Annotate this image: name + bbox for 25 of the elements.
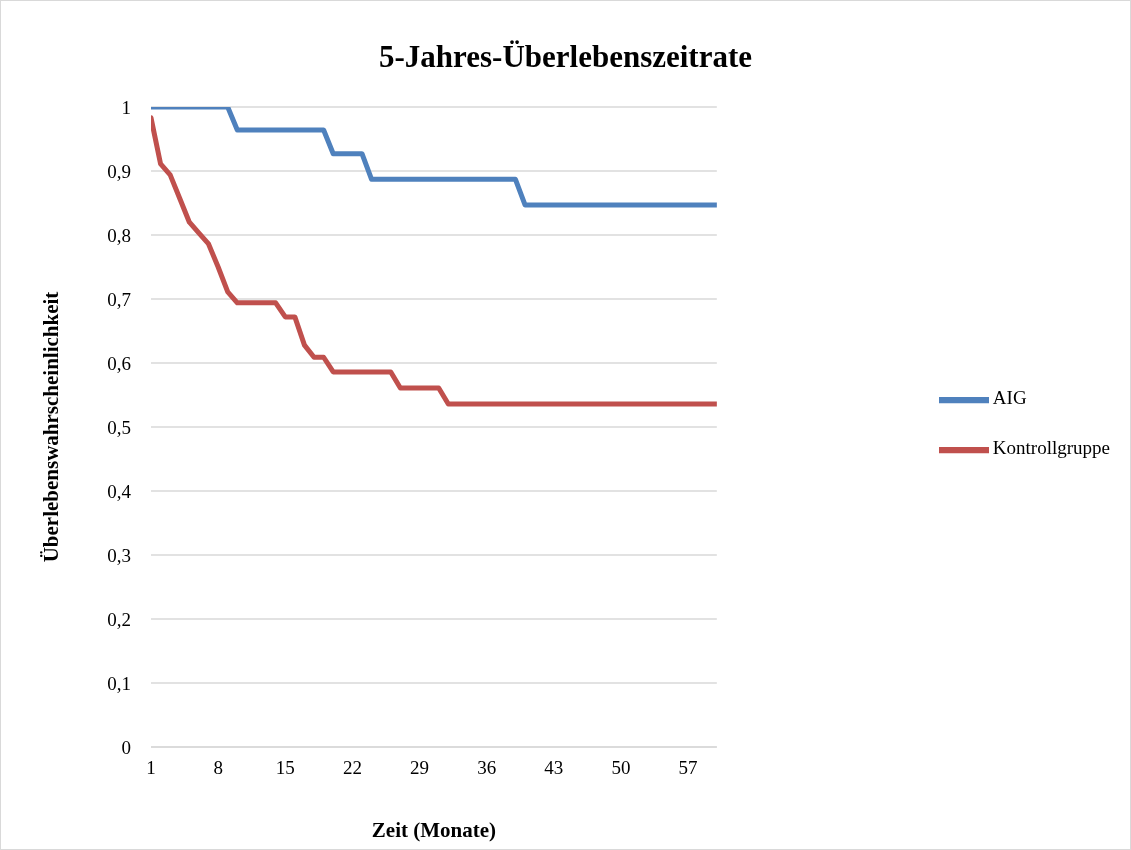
x-tick-label: 8 <box>213 757 223 779</box>
x-tick-label: 43 <box>544 757 564 779</box>
y-tick-label: 0,1 <box>107 672 131 694</box>
x-tick-label: 57 <box>678 757 698 779</box>
y-tick-label: 0,2 <box>107 608 131 630</box>
x-tick-label: 15 <box>275 757 295 779</box>
y-tick-label: 0,5 <box>107 416 131 438</box>
y-tick-label: 1 <box>121 96 131 118</box>
x-axis-title: Zeit (Monate) <box>371 818 497 842</box>
legend-label: AIG <box>992 387 1027 409</box>
y-tick-label: 0,9 <box>107 160 131 182</box>
y-tick-label: 0,7 <box>107 288 131 310</box>
y-tick-label: 0,6 <box>107 352 131 374</box>
legend-label: Kontrollgruppe <box>992 437 1110 459</box>
x-tick-label: 36 <box>477 757 497 779</box>
x-tick-label: 50 <box>611 757 631 779</box>
y-tick-label: 0,3 <box>107 544 131 566</box>
chart-title: 5-Jahres-Überlebenszeitrate <box>378 39 753 75</box>
y-tick-label: 0,4 <box>107 480 132 502</box>
x-tick-label: 1 <box>146 757 156 779</box>
x-tick-label: 22 <box>342 757 362 779</box>
y-tick-label: 0,8 <box>107 224 131 246</box>
x-tick-label: 29 <box>410 757 430 779</box>
y-axis-title: Überlebenswahrscheinlichkeit <box>39 291 64 563</box>
y-tick-label: 0 <box>121 736 131 758</box>
